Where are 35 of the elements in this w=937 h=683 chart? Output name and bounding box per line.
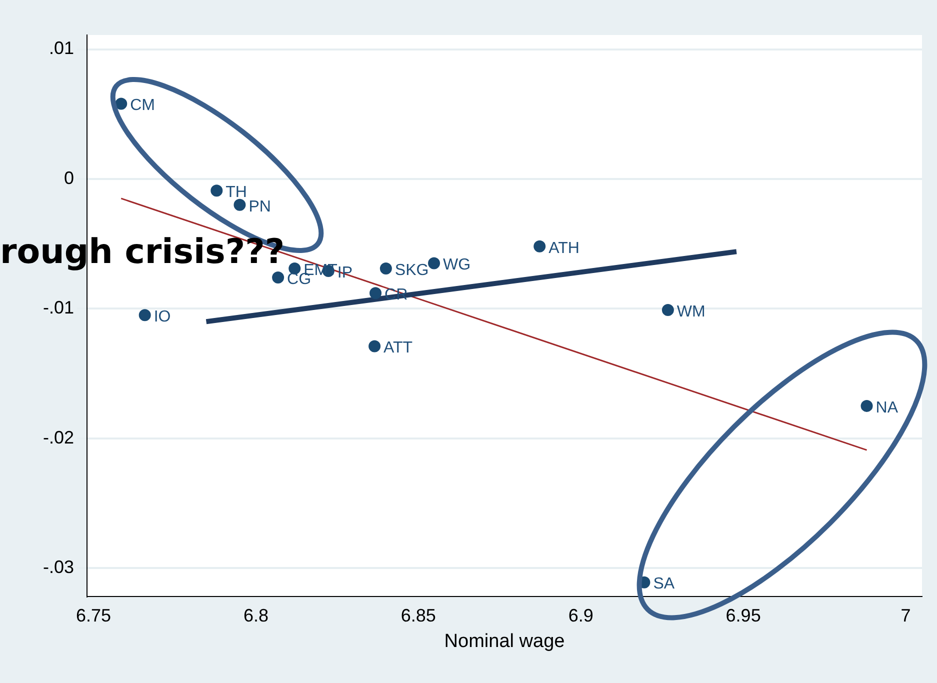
- annotation: SKG: [394, 262, 429, 279]
- annotation: ATH: [548, 240, 580, 257]
- annotation: WG: [443, 256, 471, 274]
- point: [272, 272, 284, 284]
- annotation: PN: [248, 198, 271, 216]
- annotation: IO: [154, 308, 171, 326]
- annotation: SA: [653, 576, 675, 593]
- point: [368, 340, 381, 352]
- x-tick-label: 6.9: [568, 605, 594, 626]
- annotation: NA: [876, 399, 898, 416]
- annotation: ATT: [384, 340, 413, 357]
- x-tick-label: 6.75: [76, 605, 112, 626]
- point: [115, 98, 128, 110]
- point: [234, 198, 246, 211]
- point: [138, 309, 151, 322]
- x-tick-label: 7: [900, 605, 911, 626]
- point: [370, 287, 382, 300]
- y-tick-label: -.03: [42, 557, 74, 578]
- annotation: TH: [226, 184, 247, 202]
- x-tick-label: 6.8: [243, 605, 268, 626]
- annotation: WM: [676, 303, 706, 320]
- point: [428, 257, 440, 270]
- y-tick-label: -.01: [42, 298, 74, 318]
- x-tick-label: 6.85: [400, 605, 436, 626]
- y-tick-label: .01: [48, 38, 74, 58]
- point: [662, 304, 674, 316]
- x-tick-label: 6.95: [726, 605, 761, 626]
- point: [534, 240, 546, 252]
- y-tick-label: -.02: [42, 427, 74, 448]
- point: [860, 400, 873, 412]
- point: [210, 184, 223, 197]
- x-axis-title: Nominal wage: [444, 630, 565, 652]
- annotation: CM: [130, 97, 156, 114]
- y-tick-label: 0: [64, 168, 74, 188]
- point: [380, 262, 392, 274]
